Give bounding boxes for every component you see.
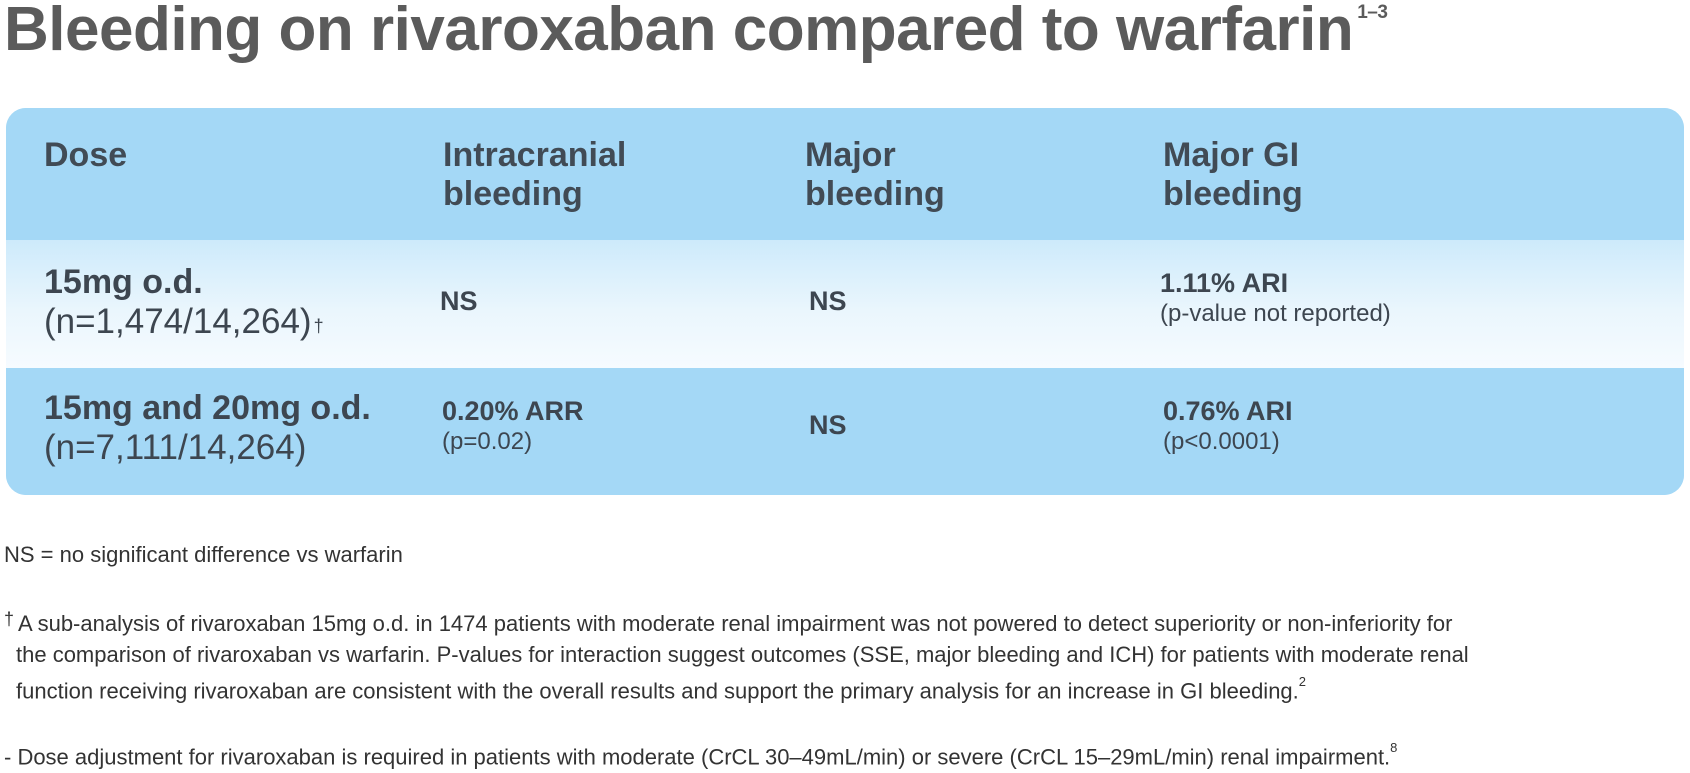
intracranial-cell: 0.20% ARR (p=0.02): [442, 396, 584, 457]
dagger-line-3: function receiving rivaroxaban are consi…: [16, 678, 1299, 704]
dose-cell: 15mg o.d. (n=1,474/14,264) †: [44, 262, 324, 342]
major-gi-value: 1.11% ARI: [1160, 268, 1289, 298]
dose-count: (n=1,474/14,264) †: [44, 302, 324, 342]
major-gi-cell: 1.11% ARI (p-value not reported): [1160, 268, 1391, 329]
dose-label: 15mg and 20mg o.d.: [44, 389, 371, 427]
table-header-row: Dose Intracranial bleeding Major bleedin…: [6, 108, 1684, 240]
page-title-text: Bleeding on rivaroxaban compared to warf…: [4, 0, 1354, 64]
major-gi-pvalue: (p-value not reported): [1160, 300, 1391, 327]
header-major-line2: bleeding: [805, 175, 945, 213]
header-intracranial-line1: Intracranial: [443, 136, 627, 174]
major-gi-pvalue: (p<0.0001): [1163, 428, 1280, 455]
dose-label: 15mg o.d.: [44, 263, 203, 301]
dose-cell: 15mg and 20mg o.d. (n=7,111/14,264): [44, 388, 371, 468]
header-dose: Dose: [44, 136, 127, 175]
intracranial-pvalue: (p=0.02): [442, 428, 533, 455]
major-gi-value: 0.76% ARI: [1163, 396, 1293, 426]
table-row: 15mg o.d. (n=1,474/14,264) † NS NS 1.11% …: [6, 240, 1684, 368]
major-bleeding-value: NS: [809, 286, 847, 316]
title-reference: 1–3: [1357, 2, 1388, 23]
header-major-gi-line1: Major GI: [1163, 136, 1300, 174]
table-row: 15mg and 20mg o.d. (n=7,111/14,264) 0.20…: [6, 368, 1684, 495]
dagger-line-2: the comparison of rivaroxaban vs warfari…: [16, 642, 1469, 667]
dagger-line-3-wrap: function receiving rivaroxaban are consi…: [4, 670, 1474, 706]
header-intracranial-line2: bleeding: [443, 175, 583, 213]
dose-count: (n=7,111/14,264): [44, 428, 307, 467]
ns-definition: NS = no significant difference vs warfar…: [4, 542, 403, 567]
dose-count-text: (n=1,474/14,264): [44, 302, 312, 341]
major-gi-cell: 0.76% ARI (p<0.0001): [1163, 396, 1293, 457]
dagger-footnote: † A sub-analysis of rivaroxaban 15mg o.d.…: [4, 608, 1474, 639]
header-intracranial: Intracranial bleeding: [443, 136, 626, 214]
header-major-gi: Major GI bleeding: [1163, 136, 1303, 214]
header-dose-line1: Dose: [44, 136, 128, 174]
header-major: Major bleeding: [805, 136, 945, 214]
header-major-line1: Major: [805, 136, 896, 174]
dose-adjustment-reference: 8: [1390, 740, 1398, 756]
header-major-gi-line2: bleeding: [1163, 175, 1303, 213]
bleeding-table: Dose Intracranial bleeding Major bleedin…: [6, 108, 1684, 495]
dose-adjustment-text: - Dose adjustment for rivaroxaban is req…: [4, 744, 1391, 770]
intracranial-value: NS: [440, 286, 478, 316]
dagger-reference: 2: [1298, 674, 1307, 689]
page-title: Bleeding on rivaroxaban compared to warf…: [4, 0, 1388, 65]
dagger-line-1: A sub-analysis of rivaroxaban 15mg o.d. …: [18, 611, 1453, 636]
intracranial-value: 0.20% ARR: [442, 396, 584, 426]
major-bleeding-value: NS: [809, 410, 847, 440]
footnotes: † A sub-analysis of rivaroxaban 15mg o.d.…: [4, 608, 1474, 773]
dagger-symbol: †: [4, 609, 15, 629]
dose-adjustment-note: - Dose adjustment for rivaroxaban is req…: [4, 736, 1474, 772]
dagger-marker: †: [313, 316, 324, 336]
